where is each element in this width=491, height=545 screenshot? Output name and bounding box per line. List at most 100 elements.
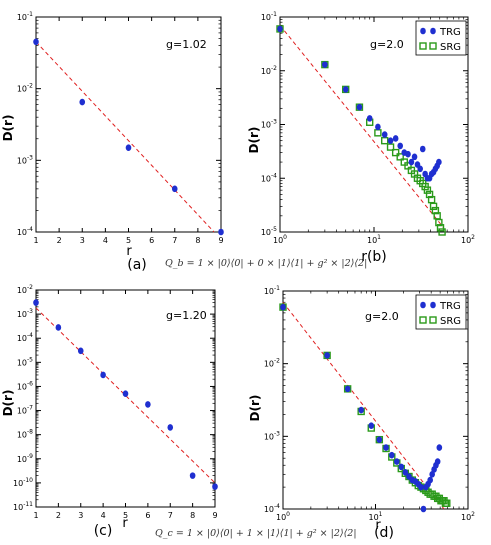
annotation-b: g=2.0: [370, 38, 404, 51]
caption-formula-c: Q_c = 1 × |0⟩⟨0| + 1 × |1⟩⟨1| + g² × |2⟩…: [155, 528, 357, 539]
y-tick-label-a: 10-4: [17, 226, 33, 237]
x-tick-label-a: 5: [126, 236, 131, 245]
y-axis-label-d: D(r): [248, 395, 262, 422]
data-point-series-c: [77, 347, 84, 355]
legend-label-srg: SRG: [440, 316, 461, 327]
fit-line-b: [279, 25, 444, 229]
y-tick-label-b: 10-5: [261, 226, 277, 237]
data-point-trg-d: [434, 458, 441, 465]
legend-marker-trg: [420, 301, 426, 309]
x-tick-label-c: 6: [145, 511, 150, 520]
data-point-trg-d: [324, 352, 330, 359]
legend-marker-trg: [420, 27, 426, 35]
x-tick-label-c: 7: [168, 511, 173, 520]
fit-line-a: [35, 41, 215, 233]
x-tick-label-c: 3: [78, 511, 83, 520]
y-tick-label-c: 10-3: [17, 308, 33, 319]
x-tick-label-a: 3: [80, 236, 85, 245]
data-point-trg-b: [366, 115, 373, 122]
panel-label-a: (a): [127, 257, 147, 273]
x-tick-label-a: 6: [149, 236, 154, 245]
y-tick-label-d: 10-4: [264, 503, 280, 514]
panel-label-d: (d): [374, 525, 394, 541]
x-tick-label-a: 4: [103, 236, 108, 245]
annotation-d: g=2.0: [365, 310, 399, 323]
y-tick-label-a: 10-1: [17, 11, 33, 22]
y-tick-label-d: 10-3: [264, 430, 280, 441]
data-point-series-c: [145, 401, 151, 408]
data-point-trg-d: [394, 458, 400, 465]
data-point-series-c: [122, 390, 129, 398]
data-point-series-a: [171, 185, 178, 193]
x-tick-label-b: 100: [273, 234, 287, 245]
y-tick-label-b: 10-2: [261, 65, 277, 76]
x-tick-label-c: 1: [33, 511, 38, 520]
data-point-srg-b: [374, 129, 382, 137]
data-point-srg-d: [443, 499, 451, 507]
x-tick-label-a: 9: [218, 236, 223, 245]
y-tick-label-b: 10-3: [261, 119, 277, 130]
data-point-srg-b: [436, 224, 445, 232]
data-point-trg-b: [375, 123, 381, 131]
data-point-trg-b: [356, 103, 363, 111]
y-tick-label-d: 10-2: [264, 358, 280, 369]
data-point-series-c: [167, 424, 174, 431]
data-point-trg-d: [420, 505, 427, 513]
data-point-srg-b: [435, 218, 443, 227]
panel-a: 1 2 3 4 5 6 7 8 9 g=1.02 D(r) r(a) Q_b = 1 × |0⟩⟨0| …: [1, 16, 367, 273]
x-axis-label-d: r: [375, 518, 381, 533]
x-tick-label-d: 102: [461, 511, 475, 522]
data-point-trg-d: [418, 483, 424, 491]
x-tick-label-c: 5: [123, 511, 128, 520]
data-point-srg-b: [429, 202, 438, 211]
data-point-trg-b: [411, 153, 418, 161]
panel-c: 1 2 3 4 5 6 7 8 9 g=1.20 D(r) r (c) Q_c = 1 × |0⟩⟨0| …: [1, 289, 357, 539]
data-point-series-c: [55, 324, 62, 331]
data-point-srg-b: [425, 190, 434, 199]
data-point-srg-b: [391, 148, 400, 157]
data-point-trg-d: [398, 463, 405, 471]
data-point-trg-b: [387, 137, 394, 144]
x-tick-label-d: 101: [368, 511, 382, 522]
data-point-trg-d: [368, 422, 375, 430]
data-point-series-c: [212, 483, 218, 490]
panel-label-b: r(b): [361, 249, 387, 265]
x-tick-label-c: 9: [212, 511, 217, 520]
data-point-trg-b: [322, 61, 328, 68]
y-tick-label-a: 10-2: [17, 83, 33, 94]
data-point-trg-b: [381, 131, 388, 138]
data-point-srg-b: [423, 186, 432, 194]
data-point-trg-b: [392, 135, 399, 142]
data-point-trg-b: [342, 86, 349, 93]
x-tick-label-a: 1: [33, 236, 38, 245]
x-tick-label-c: 8: [190, 511, 195, 520]
annotation-a: g=1.02: [166, 38, 207, 51]
legend-marker-srg: [419, 316, 427, 324]
data-point-srg-b: [433, 212, 441, 220]
panel-b: TRG SRG g=2.0 D(r) r(b): [247, 16, 469, 265]
legend-marker-srg: [429, 42, 437, 50]
legend-marker-srg: [419, 42, 427, 50]
data-point-series-a: [79, 98, 86, 106]
y-tick-label-c: 10-8: [17, 429, 33, 440]
data-point-srg-b: [438, 228, 446, 236]
x-tick-label-b: 101: [367, 234, 381, 245]
data-point-trg-d: [436, 444, 443, 451]
y-tick-label-c: 10-4: [17, 332, 33, 343]
y-tick-label-c: 10-2: [17, 284, 33, 295]
data-point-trg-b: [277, 25, 283, 33]
data-point-trg-b: [408, 158, 415, 166]
caption-formula-a: Q_b = 1 × |0⟩⟨0| + 0 × |1⟩⟨1| + g² × |2⟩…: [165, 258, 367, 269]
data-point-series-c: [33, 299, 39, 306]
y-tick-label-c: 10-6: [17, 380, 33, 391]
data-point-trg-b: [419, 145, 426, 153]
y-tick-label-c: 10-5: [17, 356, 33, 367]
data-point-trg-b: [397, 142, 404, 150]
legend-marker-srg: [429, 316, 437, 324]
data-point-trg-d: [383, 444, 389, 451]
data-point-series-a: [218, 228, 224, 236]
y-tick-label-c: 10-7: [17, 405, 33, 416]
y-tick-label-a: 10-3: [17, 154, 33, 165]
data-point-srg-b: [431, 206, 440, 215]
x-tick-label-c: 2: [56, 511, 61, 520]
